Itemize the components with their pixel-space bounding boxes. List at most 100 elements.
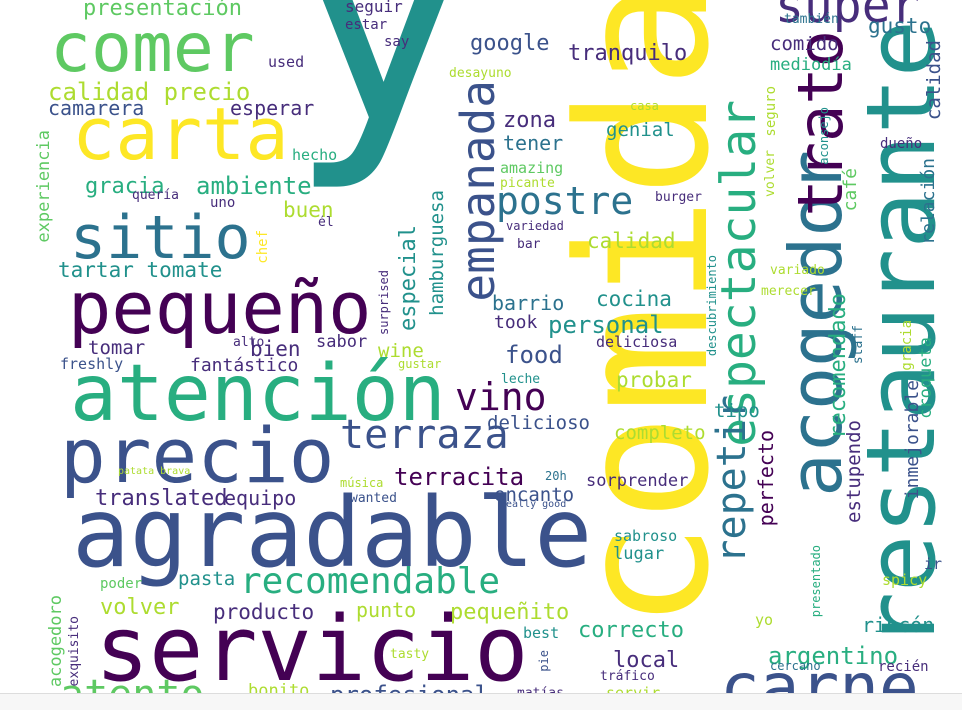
word-79: sorprender (586, 471, 689, 491)
word-114: wanted (350, 491, 397, 506)
right-margin (950, 0, 962, 693)
word-36: local (613, 648, 680, 673)
word-16: empanada (451, 80, 505, 302)
word-78: encanto (494, 484, 575, 506)
word-83: croqueta (916, 337, 936, 419)
word-27: ambiente (196, 172, 312, 200)
word-84: experiencia (34, 130, 54, 243)
word-118: lugar (613, 544, 665, 564)
word-89: chef (255, 230, 271, 264)
word-38: rincón (862, 613, 935, 637)
word-51: seguir (345, 0, 403, 16)
word-80: perfecto (754, 430, 778, 527)
word-73: probar (616, 368, 692, 392)
word-18: recomendable (240, 561, 501, 602)
word-112: patata brava (118, 466, 191, 477)
word-97: volver (763, 150, 778, 197)
word-30: equipo (224, 486, 297, 510)
word-108: bien (250, 337, 301, 361)
word-33: punto (356, 598, 417, 622)
word-75: completo (614, 422, 706, 444)
word-116: 20h (545, 469, 567, 483)
word-90: buen (283, 198, 334, 222)
word-71: food (505, 341, 563, 369)
word-9: comer (50, 9, 255, 88)
word-100: descubrimiento (705, 255, 719, 357)
word-61: calidad (923, 40, 945, 121)
word-126: best (523, 624, 560, 642)
word-134: gracia (899, 320, 915, 371)
word-17: terraza (340, 412, 509, 458)
word-44: tranquilo (568, 41, 688, 66)
word-22: presentación (83, 0, 242, 21)
word-32: producto (213, 600, 315, 624)
word-110: freshly (60, 355, 124, 373)
word-102: surprised (377, 270, 391, 336)
word-85: hecho (292, 146, 338, 164)
word-93: variedad (506, 219, 564, 233)
word-50: gusto (868, 14, 932, 38)
word-128: pie (537, 650, 551, 672)
word-4: servicio (95, 597, 529, 702)
word-120: ir (924, 555, 943, 573)
word-5: atención (70, 349, 446, 439)
word-96: burger (655, 190, 702, 205)
word-99: merecer (761, 284, 816, 299)
word-48: comido (770, 33, 839, 55)
word-106: leche (501, 372, 541, 387)
word-122: yo (755, 611, 774, 629)
word-19: vino (455, 375, 547, 419)
word-53: say (384, 34, 410, 50)
word-133: recién (878, 659, 929, 675)
word-24: camarera (48, 96, 145, 120)
word-72: deliciosa (596, 333, 678, 351)
word-68: cocina (596, 287, 672, 311)
word-26: gracia (85, 174, 165, 199)
word-115: really good (500, 499, 567, 510)
word-47: genial (606, 119, 675, 141)
word-29: translated (95, 486, 228, 511)
word-123: poder (100, 576, 143, 592)
word-107: tomar (88, 337, 146, 359)
word-113: música (340, 476, 384, 490)
word-60: también (784, 12, 839, 27)
word-31: volver (100, 595, 180, 620)
word-132: cercano (770, 659, 821, 673)
word-119: presentado (809, 545, 823, 618)
word-25: esperar (230, 96, 315, 120)
word-34: pequeñito (450, 600, 570, 625)
word-23: calidad precio (48, 78, 251, 106)
word-86: quería (132, 188, 179, 203)
word-63: café (840, 168, 861, 212)
word-130: tráfico (600, 669, 655, 684)
word-65: especial (396, 225, 421, 331)
word-111: fantástico (190, 355, 299, 376)
word-10: sitio (70, 203, 251, 273)
word-70: personal (548, 311, 664, 339)
word-59: dueño (880, 136, 923, 152)
word-6: precio (60, 411, 335, 500)
word-49: mediodía (770, 55, 852, 75)
word-7: pequeño (68, 266, 372, 350)
horizontal-scrollbar[interactable] (0, 693, 962, 710)
word-55: desayuno (449, 66, 512, 81)
word-35: correcto (578, 618, 684, 643)
word-124: acogedoro (46, 595, 66, 688)
word-91: calidad (587, 229, 676, 253)
word-41: pasta (178, 568, 236, 590)
word-54: used (268, 53, 305, 71)
word-21: postre (496, 179, 634, 223)
word-3: agradable (72, 477, 593, 589)
word-109: alto (233, 335, 265, 350)
word-95: picante (500, 176, 555, 191)
word-81: estupendo (843, 420, 865, 523)
word-45: zona (503, 108, 556, 133)
word-69: took (494, 312, 538, 333)
word-104: wine (378, 340, 424, 362)
word-58: aconsejo (817, 107, 831, 165)
word-125: exquisito (67, 616, 82, 687)
word-28: tartar tomate (58, 258, 223, 282)
word-64: recomendado (826, 293, 851, 439)
word-57: seguro (763, 86, 779, 137)
